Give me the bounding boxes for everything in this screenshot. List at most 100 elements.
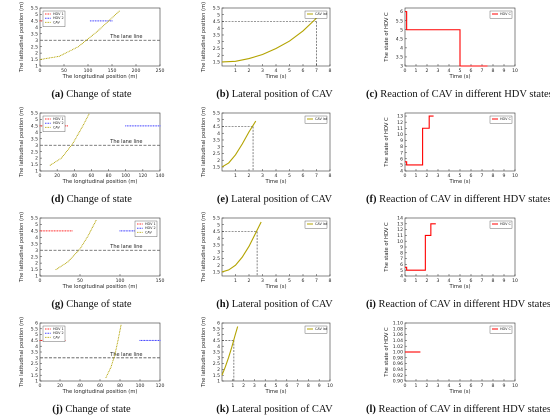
x-axis-label: Time (s) — [448, 74, 470, 80]
y-tick-label: 3 — [217, 249, 220, 255]
legend-label: HDV 2 — [53, 121, 64, 125]
data-point — [68, 260, 70, 262]
legend-label: CAV lat — [315, 222, 328, 226]
data-point — [58, 55, 60, 57]
y-tick-label: 1 — [35, 379, 38, 385]
data-point — [57, 56, 59, 58]
data-point — [84, 120, 86, 123]
data-point — [120, 324, 122, 326]
data-point — [92, 225, 94, 227]
lane-line-label: The lane line — [109, 352, 142, 358]
data-point — [55, 230, 57, 232]
data-point — [107, 20, 109, 22]
y-tick-label: 4.5 — [396, 36, 403, 42]
y-tick-label: 2.5 — [31, 44, 38, 50]
data-point — [115, 350, 117, 352]
data-point — [105, 376, 107, 379]
x-tick-label: 7 — [296, 383, 299, 389]
series-line — [221, 11, 324, 63]
x-tick-label: 6 — [470, 68, 473, 74]
data-point — [154, 339, 156, 341]
caption-b: (b) Lateral position of CAV — [216, 89, 333, 100]
data-point — [146, 125, 148, 127]
x-tick-label: 50 — [77, 278, 83, 284]
legend-label: HDV 2 — [53, 331, 64, 335]
x-tick-label: 100 — [116, 278, 125, 284]
data-point — [94, 20, 96, 22]
data-point — [50, 57, 52, 59]
data-point — [112, 16, 114, 18]
data-point — [69, 145, 72, 148]
caption-e: (e) Lateral position of CAV — [216, 194, 333, 205]
y-tick-label: 2 — [35, 51, 38, 57]
x-tick-label: 20 — [57, 383, 63, 389]
data-point — [151, 339, 153, 341]
x-tick-label: 5 — [275, 383, 278, 389]
x-tick-label: 2 — [426, 68, 429, 74]
y-tick-label: 9 — [400, 138, 403, 144]
x-tick-label: 3 — [437, 68, 440, 74]
data-point — [65, 125, 67, 127]
data-point — [56, 268, 58, 270]
y-tick-label: 2 — [217, 263, 220, 269]
y-tick-label: 5.5 — [213, 326, 220, 332]
data-point — [39, 20, 41, 22]
data-point — [55, 56, 57, 58]
series-cav — [55, 220, 97, 271]
x-tick-label: 3 — [261, 68, 264, 74]
y-tick-label: 4 — [400, 45, 403, 51]
y-tick-label: 0.96 — [393, 361, 403, 367]
data-point — [111, 17, 113, 19]
data-point — [52, 56, 54, 58]
x-tick-label: 1 — [415, 68, 418, 74]
data-point — [131, 230, 134, 232]
data-point — [100, 27, 102, 29]
x-tick-label: 4 — [275, 278, 278, 284]
x-tick-label: 0 — [404, 278, 407, 284]
x-tick-label: 7 — [315, 278, 318, 284]
data-point — [85, 238, 87, 240]
y-tick-label: 1.02 — [393, 344, 403, 350]
legend: CAV lat — [304, 10, 328, 19]
data-point — [108, 371, 110, 373]
x-tick-label: 8 — [492, 173, 495, 179]
x-tick-label: 10 — [512, 278, 518, 284]
x-tick-label: 2 — [426, 383, 429, 389]
x-tick-label: 3 — [261, 173, 264, 179]
data-point — [87, 235, 89, 237]
data-point — [106, 373, 108, 376]
data-point — [153, 339, 155, 341]
data-point — [49, 164, 51, 166]
data-point — [114, 352, 116, 354]
data-point — [115, 347, 117, 349]
caption-f: (f) Reaction of CAV in different HDV sta… — [366, 194, 550, 205]
data-point — [63, 153, 66, 155]
data-point — [106, 375, 108, 377]
x-tick-label: 3 — [253, 383, 256, 389]
x-tick-label: 50 — [61, 68, 67, 74]
data-point — [156, 125, 158, 127]
data-point — [119, 230, 121, 232]
y-tick-label: 5 — [400, 162, 403, 168]
y-tick-label: 4.5 — [31, 18, 38, 24]
data-point — [128, 230, 130, 232]
data-point — [143, 125, 145, 127]
legend-label: HDV 1 — [53, 327, 64, 331]
data-point — [139, 339, 141, 341]
data-point — [65, 151, 68, 153]
y-tick-label: 10 — [397, 239, 403, 245]
data-point — [103, 25, 105, 27]
data-point — [127, 230, 129, 232]
x-tick-label: 4 — [275, 173, 278, 179]
data-point — [98, 20, 100, 22]
series-line — [405, 223, 436, 271]
x-tick-label: 6 — [302, 68, 305, 74]
data-point — [60, 265, 62, 267]
data-point — [79, 248, 81, 250]
data-point — [75, 253, 77, 255]
data-point — [82, 41, 85, 44]
data-point — [74, 139, 76, 141]
data-point — [45, 230, 47, 232]
